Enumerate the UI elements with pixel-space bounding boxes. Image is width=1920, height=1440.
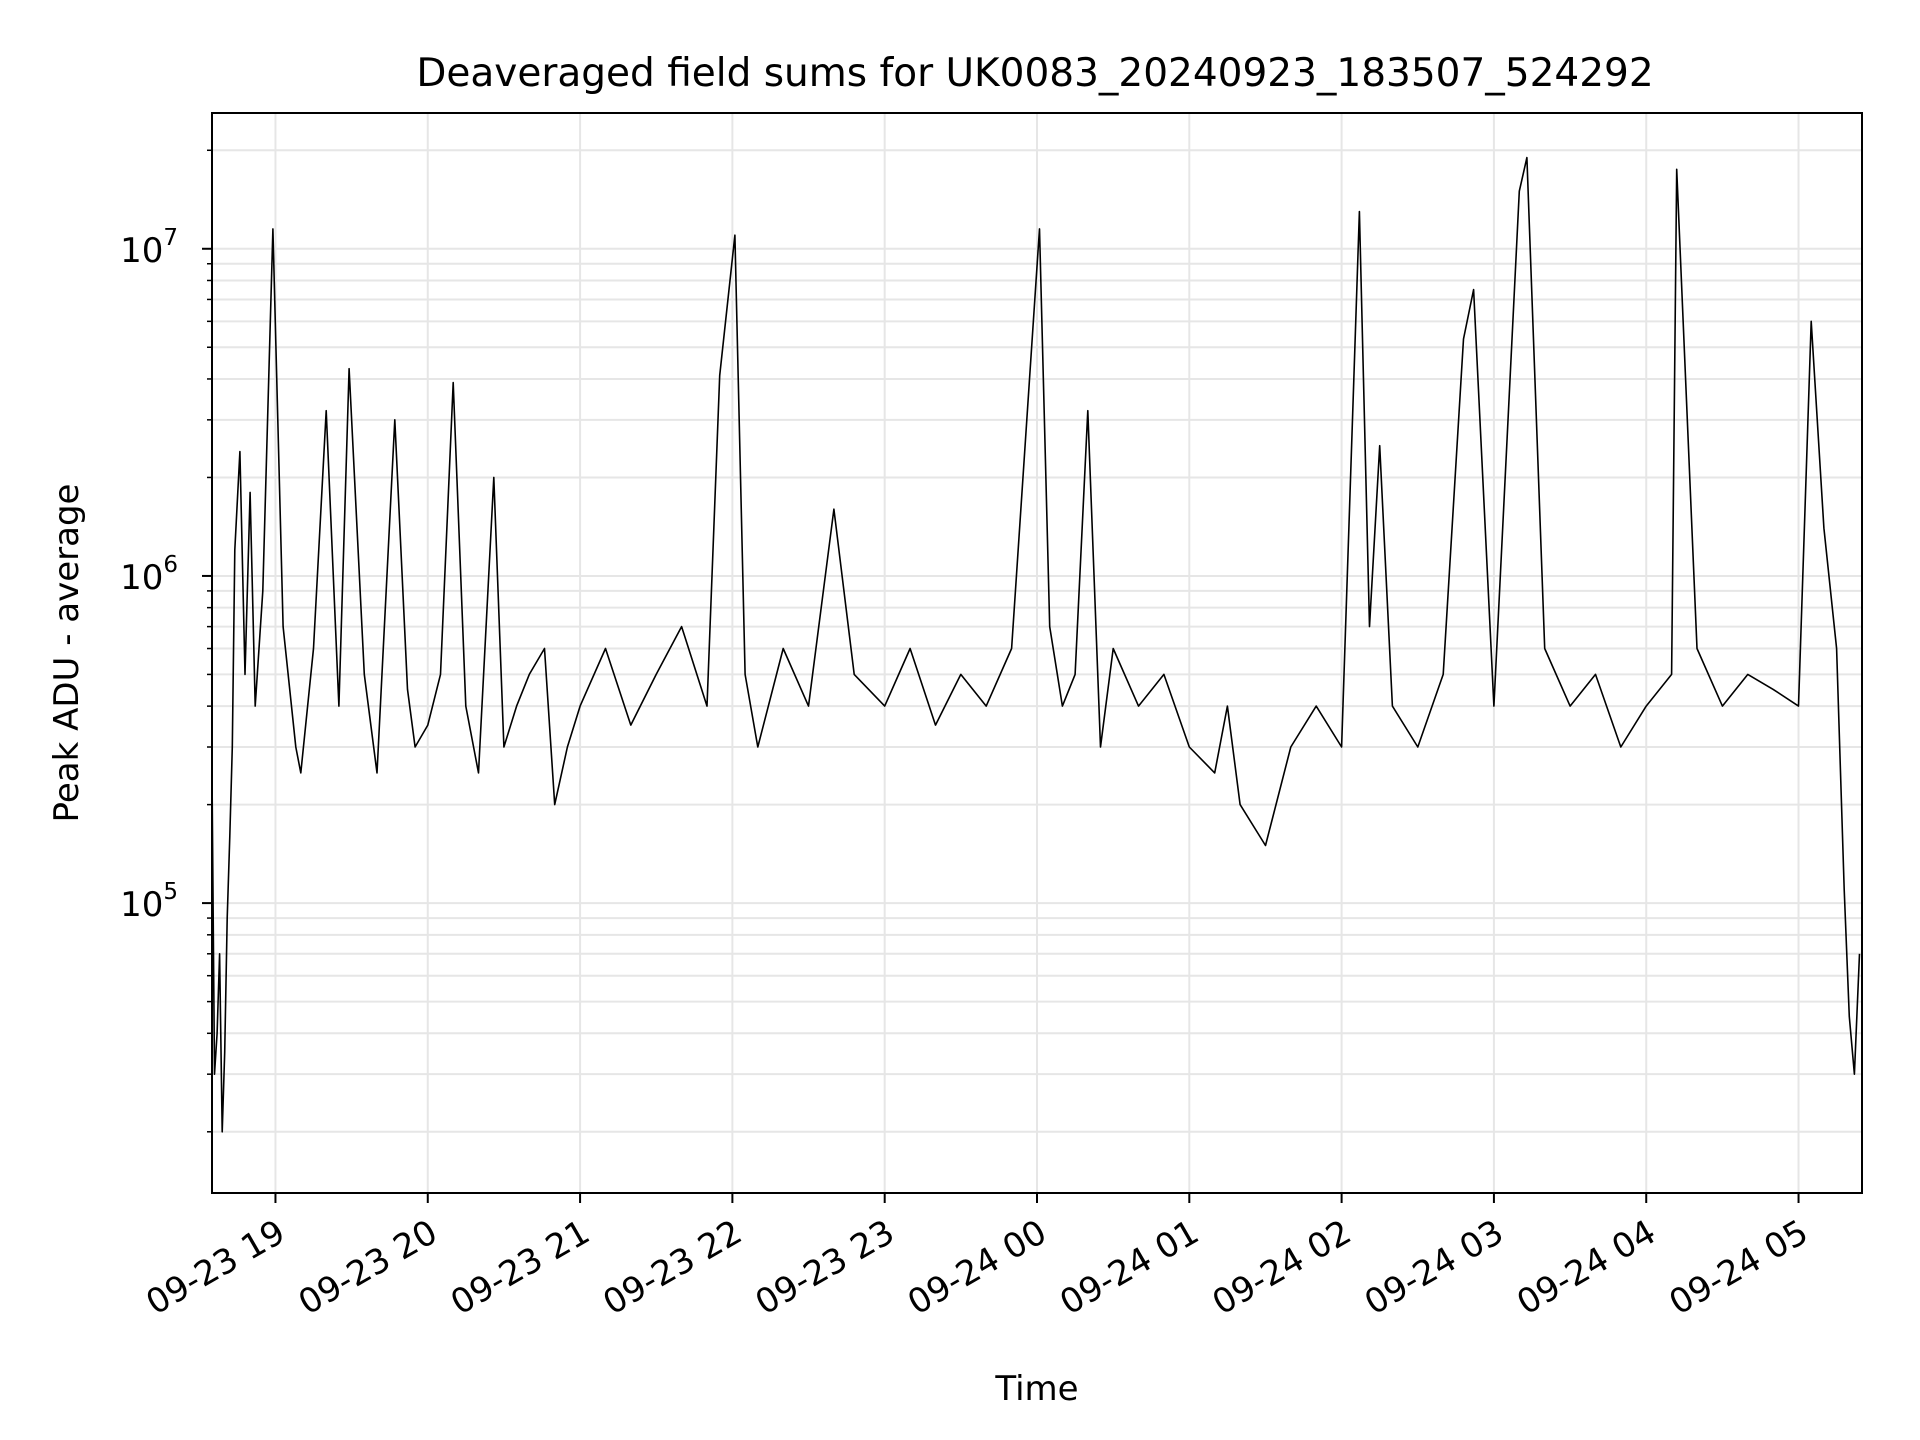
y-axis-label: Peak ADU - average	[47, 484, 87, 823]
y-tick-label: 106	[120, 552, 178, 598]
grid	[212, 113, 1862, 1193]
y-axis: 105 106 107	[120, 149, 212, 1133]
y-tick-label: 107	[120, 225, 178, 271]
series-layer	[211, 156, 1861, 1133]
series-line	[211, 156, 1861, 1133]
y-tick-label: 105	[120, 879, 178, 925]
x-axis-label: Time	[994, 1369, 1078, 1409]
chart-title: Deaveraged field sums for UK0083_2024092…	[416, 51, 1653, 96]
